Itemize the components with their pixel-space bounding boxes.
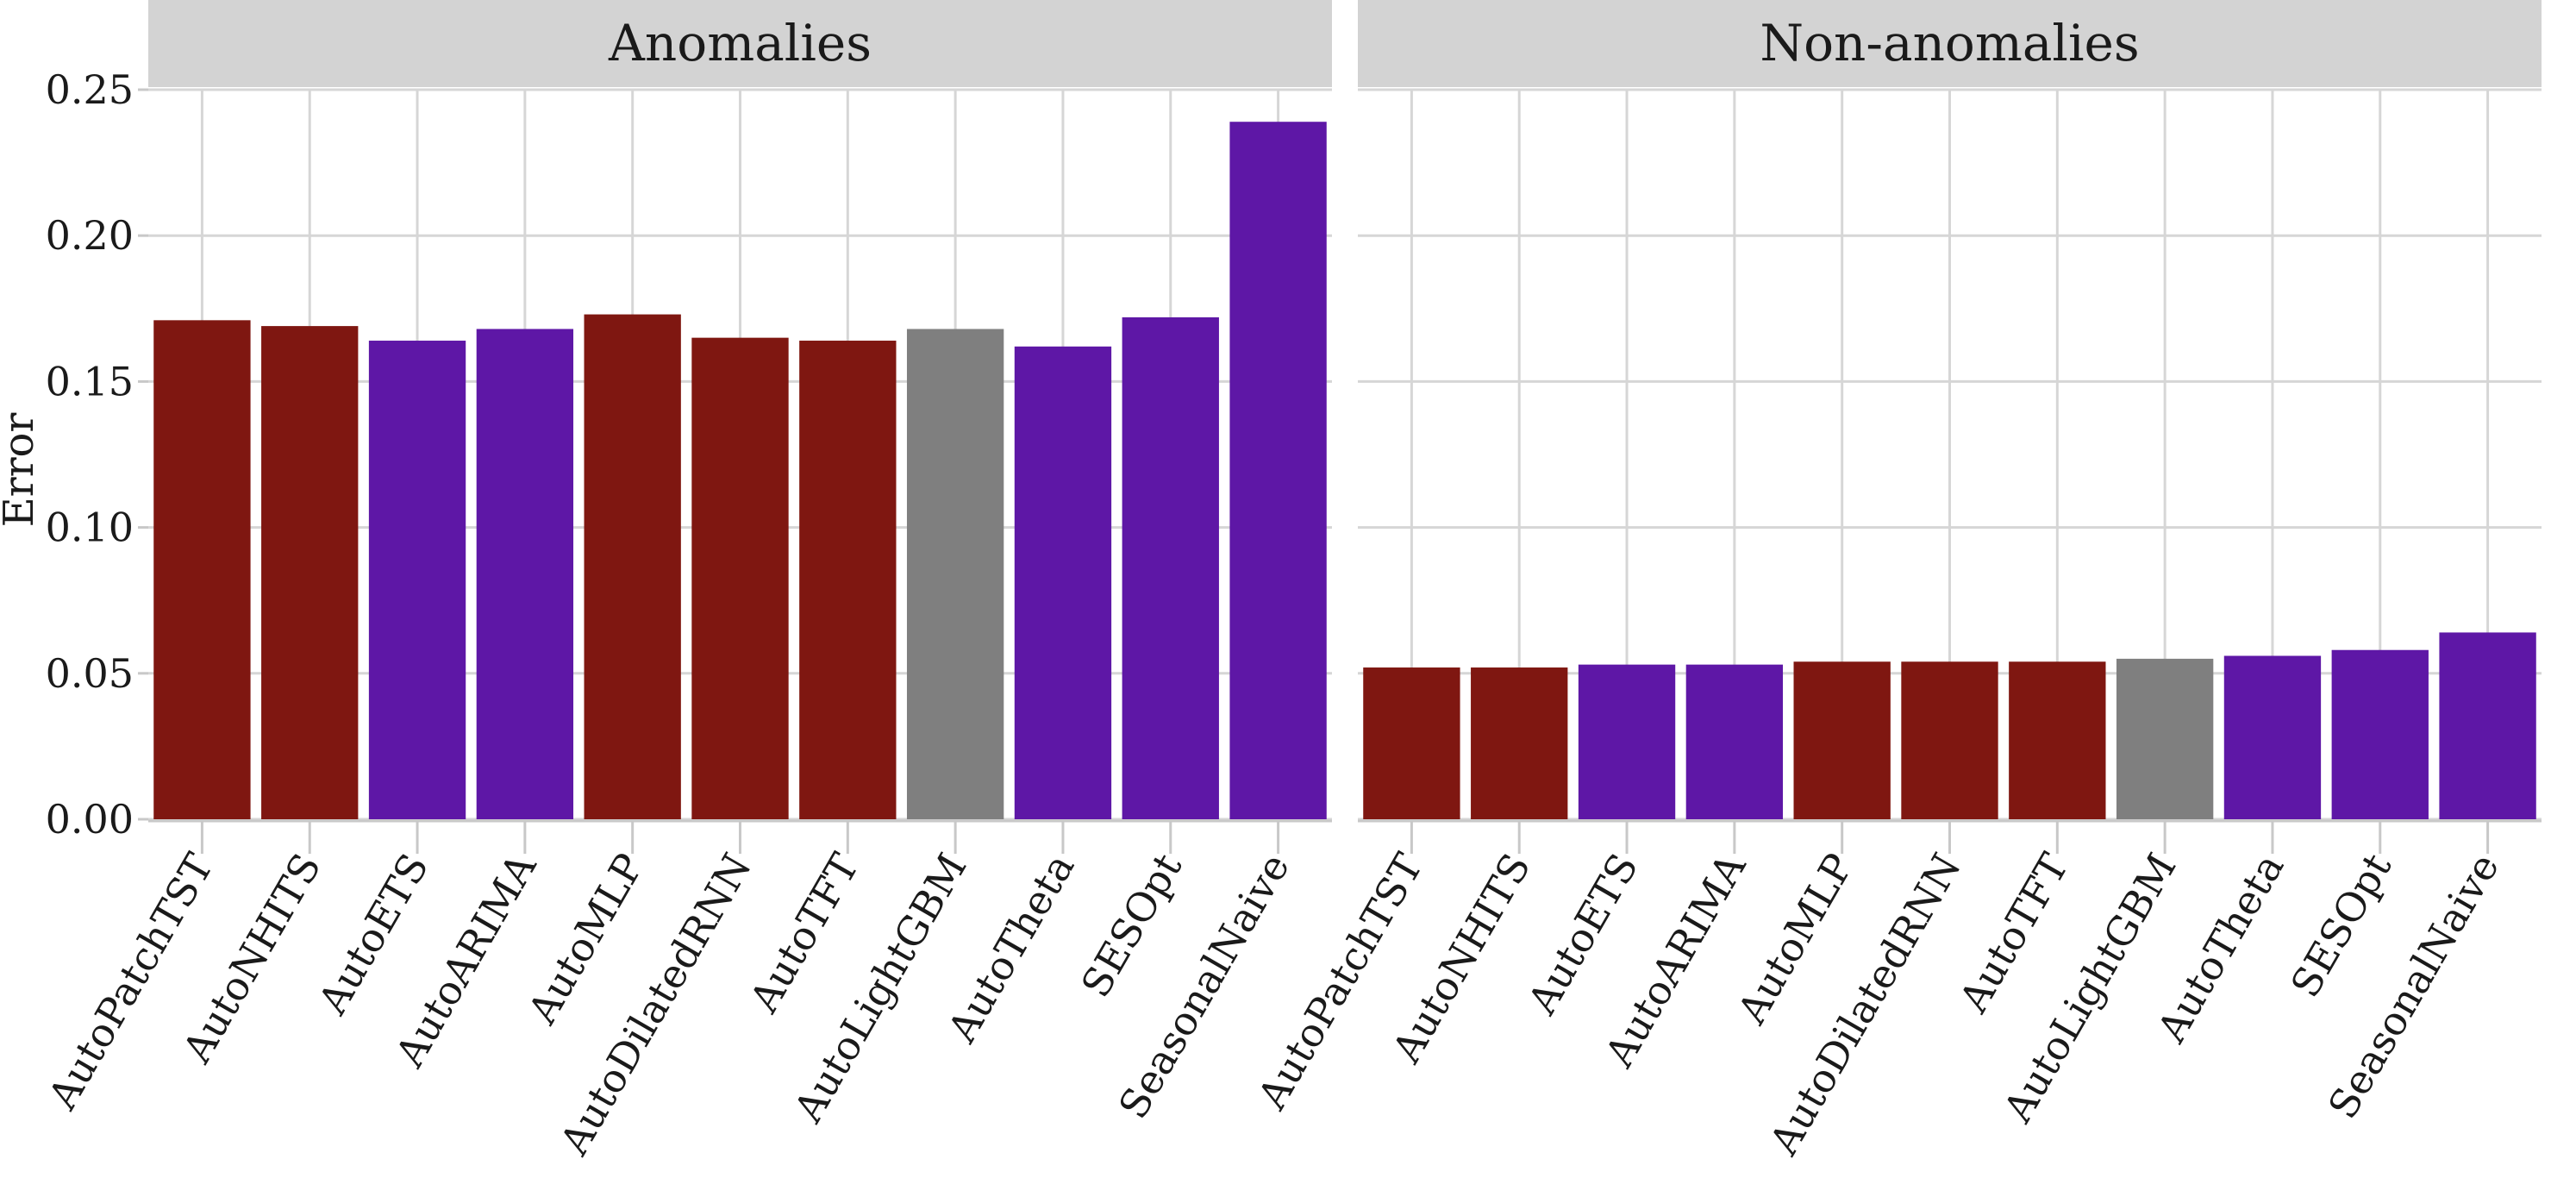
bar-0-4 xyxy=(584,314,681,819)
bar-0-1 xyxy=(261,326,359,819)
y-axis-label: Error xyxy=(0,413,43,528)
bar-0-3 xyxy=(476,329,574,819)
bar-1-3 xyxy=(1685,664,1784,819)
bar-0-9 xyxy=(1122,316,1219,819)
facet-title-1: Non-anomalies xyxy=(1760,14,2139,72)
bar-1-6 xyxy=(2009,661,2106,819)
x-tick-label-0-0: AutoPatchTST xyxy=(39,845,222,1118)
bar-1-4 xyxy=(1793,661,1891,819)
bar-1-7 xyxy=(2116,658,2214,819)
bar-1-9 xyxy=(2331,649,2429,819)
y-tick-label-4: 0.20 xyxy=(46,212,134,259)
bar-1-8 xyxy=(2223,655,2322,819)
bar-0-8 xyxy=(1014,346,1112,819)
y-tick-label-0: 0.00 xyxy=(46,796,134,843)
facet-strip-1 xyxy=(1358,0,2542,87)
bar-1-2 xyxy=(1578,664,1676,819)
y-tick-label-5: 0.25 xyxy=(46,66,134,113)
bar-0-10 xyxy=(1229,122,1327,819)
bar-1-1 xyxy=(1471,667,1568,819)
x-tick-label-1-5: AutoDilatedRNN xyxy=(1760,846,1970,1163)
x-tick-label-1-9: SESOpt xyxy=(2281,845,2400,1005)
bar-0-7 xyxy=(906,329,1004,819)
bar-0-2 xyxy=(368,341,466,819)
y-tick-label-2: 0.10 xyxy=(46,504,134,551)
y-tick-label-1: 0.05 xyxy=(46,650,134,697)
bar-1-10 xyxy=(2439,632,2536,819)
bar-0-5 xyxy=(691,337,789,819)
bar-0-0 xyxy=(153,320,251,819)
facet-strip-0 xyxy=(148,0,1332,87)
bar-1-0 xyxy=(1363,667,1460,819)
facet-title-0: Anomalies xyxy=(608,14,872,72)
bar-0-6 xyxy=(799,341,897,819)
x-tick-label-0-9: SESOpt xyxy=(1072,845,1191,1005)
bar-1-5 xyxy=(1901,661,1998,819)
y-tick-label-3: 0.15 xyxy=(46,358,134,404)
x-tick-label-0-5: AutoDilatedRNN xyxy=(550,846,760,1163)
